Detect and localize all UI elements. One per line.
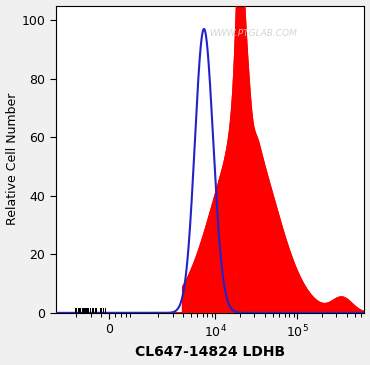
Bar [90,308,91,313]
Bar [87,308,89,313]
Bar [103,308,104,313]
Bar [95,308,97,313]
Bar [81,308,84,313]
Bar [78,308,81,313]
Bar [92,308,94,313]
Text: WWW.PTGLAB.COM: WWW.PTGLAB.COM [209,29,297,38]
Bar [84,308,87,313]
X-axis label: CL647-14824 LDHB: CL647-14824 LDHB [135,345,285,360]
Y-axis label: Relative Cell Number: Relative Cell Number [6,93,18,226]
Bar [100,308,101,313]
Bar [75,308,77,313]
Bar [105,308,107,313]
